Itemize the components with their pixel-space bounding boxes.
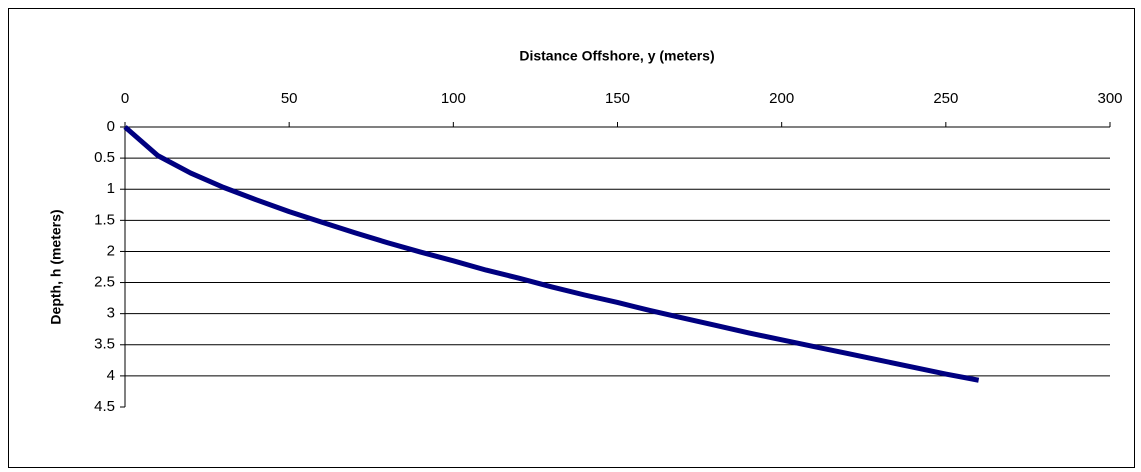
- y-tick-label: 0.5: [94, 149, 115, 166]
- y-tick-label: 4.5: [94, 398, 115, 415]
- y-tick-label: 3.5: [94, 336, 115, 353]
- data-line: [123, 125, 980, 383]
- x-tick-label: 0: [121, 90, 129, 107]
- y-axis-title: Depth, h (meters): [48, 209, 64, 324]
- x-axis-title: Distance Offshore, y (meters): [519, 48, 714, 64]
- y-tick-label: 3: [107, 305, 115, 322]
- y-tick-label: 0: [107, 118, 115, 135]
- x-tick-label: 150: [605, 90, 630, 107]
- x-tick-label: 100: [441, 90, 466, 107]
- y-tick-label: 4: [107, 367, 115, 384]
- y-tick-label: 1.5: [94, 211, 115, 228]
- chart-border: [8, 8, 1135, 468]
- x-tick-label: 200: [769, 90, 794, 107]
- x-tick-label: 50: [281, 90, 298, 107]
- x-tick-label: 300: [1097, 90, 1122, 107]
- y-tick-label: 1: [107, 180, 115, 197]
- y-tick-label: 2: [107, 242, 115, 259]
- x-tick-label: 250: [933, 90, 958, 107]
- y-tick-label: 2.5: [94, 274, 115, 291]
